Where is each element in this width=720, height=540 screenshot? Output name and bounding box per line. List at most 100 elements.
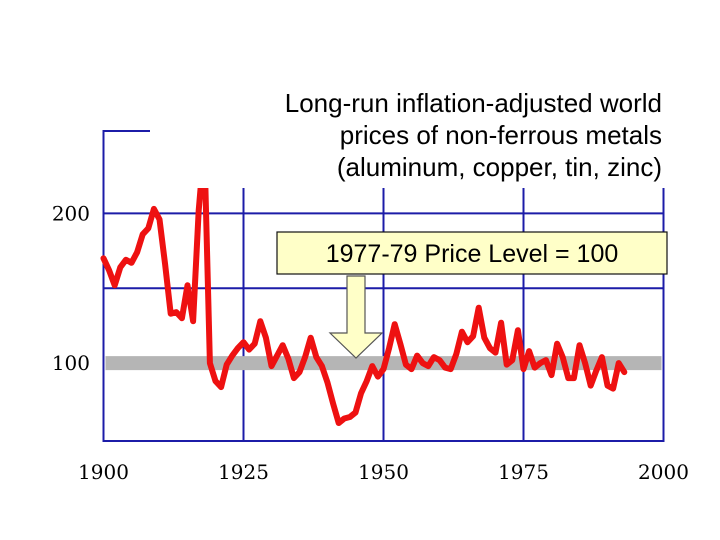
annotation-label: 1977-79 Price Level = 100 xyxy=(326,240,619,268)
data-point-1974 xyxy=(515,327,521,333)
data-point-1954 xyxy=(403,362,409,368)
data-point-1944 xyxy=(347,414,353,420)
data-point-1965 xyxy=(464,339,471,345)
data-point-1936 xyxy=(302,354,308,360)
data-point-1963 xyxy=(453,351,459,357)
data-point-1904 xyxy=(123,257,129,263)
data-point-1947 xyxy=(364,378,370,384)
series-line-0 xyxy=(100,141,628,426)
data-point-1967 xyxy=(476,305,482,311)
x-tick-label-2000: 2000 xyxy=(638,460,689,484)
data-point-1980 xyxy=(548,372,555,378)
x-tick-label-1900: 1900 xyxy=(78,460,129,484)
data-point-1977 xyxy=(532,365,538,371)
y-axis-tick-labels: 100 200 xyxy=(52,201,90,375)
data-point-1957 xyxy=(420,360,426,366)
x-axis-tick-labels: 1900 1925 1950 1975 2000 xyxy=(78,460,689,484)
y-tick-label-200: 200 xyxy=(52,201,90,225)
data-point-1975 xyxy=(520,366,527,372)
data-point-1982 xyxy=(560,354,566,360)
data-point-1925 xyxy=(240,339,247,345)
data-point-1993 xyxy=(621,369,627,375)
data-point-1970 xyxy=(492,350,499,356)
data-point-1900 xyxy=(100,255,107,261)
data-point-1976 xyxy=(526,348,532,354)
data-point-1990 xyxy=(604,383,611,389)
data-point-1917 xyxy=(196,207,202,213)
data-point-1946 xyxy=(358,390,364,396)
data-point-1986 xyxy=(582,360,588,366)
data-point-1992 xyxy=(616,360,622,366)
data-point-1971 xyxy=(498,320,504,326)
data-point-1972 xyxy=(504,362,510,368)
annotation-arrow xyxy=(328,275,384,359)
data-point-1901 xyxy=(106,267,112,273)
data-point-1911 xyxy=(162,261,168,267)
data-point-1915 xyxy=(184,282,191,288)
data-point-1979 xyxy=(543,357,549,363)
data-point-1931 xyxy=(274,353,280,359)
data-point-1916 xyxy=(190,318,196,324)
data-point-1959 xyxy=(431,354,437,360)
data-point-1953 xyxy=(397,341,403,347)
data-point-1951 xyxy=(386,345,392,351)
data-point-1984 xyxy=(571,375,577,381)
data-point-1978 xyxy=(537,360,543,366)
data-point-1950 xyxy=(380,366,387,372)
data-point-1926 xyxy=(246,347,252,353)
data-point-1906 xyxy=(134,249,140,255)
data-point-1938 xyxy=(313,354,319,360)
data-point-1937 xyxy=(308,335,314,341)
data-point-1929 xyxy=(263,335,269,341)
data-point-1930 xyxy=(268,363,275,369)
data-point-1969 xyxy=(487,345,493,351)
x-tick-label-1925: 1925 xyxy=(218,460,269,484)
data-point-1919 xyxy=(207,360,213,366)
data-point-1928 xyxy=(257,318,263,324)
x-tick-label-1975: 1975 xyxy=(498,460,549,484)
data-point-1920 xyxy=(212,378,219,384)
data-point-1902 xyxy=(112,282,118,288)
title-line-2: prices of non-ferrous metals xyxy=(340,120,662,150)
data-point-1942 xyxy=(336,420,342,426)
data-point-1908 xyxy=(145,225,151,231)
data-point-1910 xyxy=(156,216,163,222)
data-point-1941 xyxy=(330,401,336,407)
data-point-1949 xyxy=(375,374,381,380)
data-point-1923 xyxy=(229,353,235,359)
data-point-1960 xyxy=(436,357,443,363)
data-point-1913 xyxy=(173,309,179,315)
data-point-1909 xyxy=(151,206,157,212)
data-point-1987 xyxy=(588,383,594,389)
data-point-1924 xyxy=(235,345,241,351)
data-point-1991 xyxy=(610,386,616,392)
data-point-1989 xyxy=(599,354,605,360)
data-point-1948 xyxy=(369,363,375,369)
data-point-1903 xyxy=(117,264,123,270)
data-point-1939 xyxy=(319,363,325,369)
data-point-1922 xyxy=(224,362,230,368)
x-tick-label-1950: 1950 xyxy=(358,460,409,484)
chart-title: Long-run inflation-adjusted world prices… xyxy=(150,86,668,188)
data-point-1988 xyxy=(593,368,599,374)
y-tick-label-100: 100 xyxy=(52,351,90,375)
data-point-1956 xyxy=(414,353,420,359)
data-point-1921 xyxy=(218,384,224,390)
data-point-1961 xyxy=(442,365,448,371)
data-point-1933 xyxy=(285,356,291,362)
data-point-1968 xyxy=(481,335,487,341)
data-point-1914 xyxy=(179,315,185,321)
data-point-1943 xyxy=(341,415,347,422)
data-point-1935 xyxy=(296,369,303,375)
data-point-1964 xyxy=(459,329,465,335)
data-point-1962 xyxy=(448,366,454,372)
data-point-1958 xyxy=(425,363,431,369)
data-point-1940 xyxy=(324,380,331,386)
data-point-1945 xyxy=(352,409,359,416)
data-point-1932 xyxy=(280,342,286,348)
data-point-1934 xyxy=(291,375,297,381)
data-point-1912 xyxy=(168,311,174,317)
data-point-1966 xyxy=(470,333,476,339)
data-point-1985 xyxy=(576,342,583,348)
